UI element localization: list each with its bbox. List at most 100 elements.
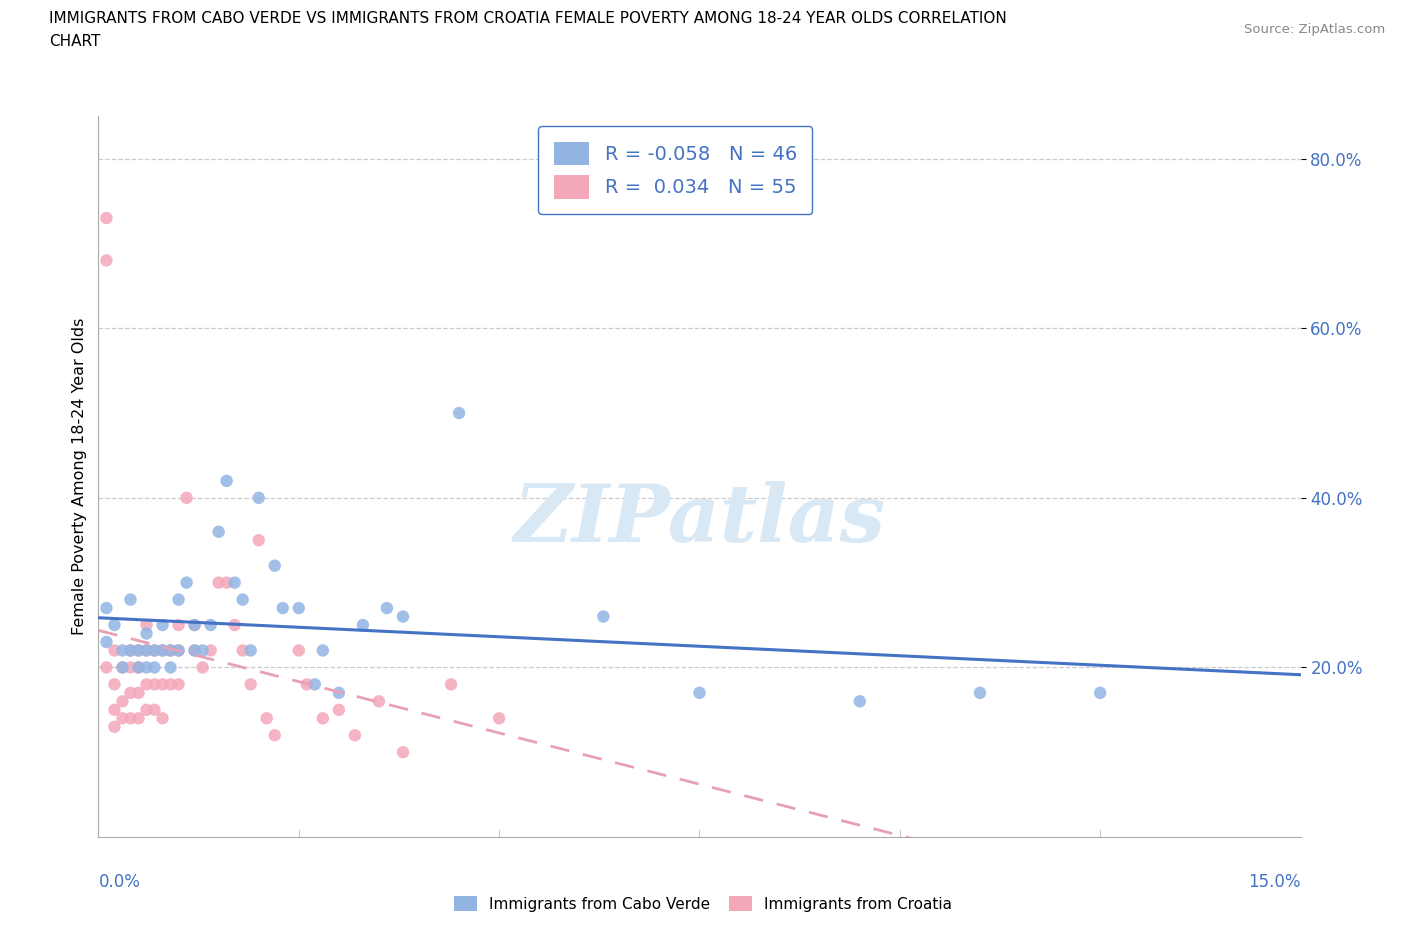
Point: [120, 643, 142, 658]
Point: [440, 677, 463, 692]
Point: [183, 618, 205, 632]
Point: [96, 601, 118, 616]
Point: [128, 660, 150, 675]
Point: [447, 405, 470, 420]
Point: [328, 685, 350, 700]
Point: [200, 643, 222, 658]
Point: [343, 728, 366, 743]
Point: [111, 660, 134, 675]
Text: 15.0%: 15.0%: [1249, 873, 1301, 891]
Legend: R = -0.058   N = 46, R =  0.034   N = 55: R = -0.058 N = 46, R = 0.034 N = 55: [538, 126, 813, 214]
Point: [111, 694, 134, 709]
Point: [143, 643, 166, 658]
Point: [96, 634, 118, 649]
Point: [183, 643, 205, 658]
Point: [328, 702, 350, 717]
Point: [135, 660, 157, 675]
Point: [128, 643, 150, 658]
Point: [1088, 685, 1111, 700]
Point: [111, 711, 134, 725]
Point: [152, 643, 174, 658]
Point: [247, 533, 270, 548]
Text: Source: ZipAtlas.com: Source: ZipAtlas.com: [1244, 23, 1385, 36]
Point: [592, 609, 614, 624]
Point: [167, 643, 190, 658]
Point: [120, 592, 142, 607]
Point: [288, 601, 311, 616]
Point: [135, 643, 157, 658]
Point: [849, 694, 872, 709]
Point: [103, 719, 125, 734]
Point: [239, 677, 262, 692]
Text: CHART: CHART: [49, 34, 101, 49]
Point: [120, 643, 142, 658]
Point: [167, 643, 190, 658]
Point: [135, 677, 157, 692]
Point: [208, 525, 231, 539]
Text: ZIPatlas: ZIPatlas: [513, 481, 886, 559]
Point: [312, 643, 335, 658]
Point: [135, 618, 157, 632]
Point: [239, 643, 262, 658]
Point: [159, 643, 181, 658]
Point: [312, 711, 335, 725]
Y-axis label: Female Poverty Among 18-24 Year Olds: Female Poverty Among 18-24 Year Olds: [72, 318, 87, 635]
Point: [176, 575, 198, 590]
Point: [191, 660, 214, 675]
Point: [143, 702, 166, 717]
Point: [215, 575, 238, 590]
Point: [167, 677, 190, 692]
Point: [103, 702, 125, 717]
Point: [159, 660, 181, 675]
Point: [120, 685, 142, 700]
Point: [183, 618, 205, 632]
Point: [143, 677, 166, 692]
Point: [103, 643, 125, 658]
Point: [96, 660, 118, 675]
Point: [103, 618, 125, 632]
Point: [103, 677, 125, 692]
Point: [128, 660, 150, 675]
Point: [352, 618, 374, 632]
Point: [96, 210, 118, 225]
Point: [152, 677, 174, 692]
Point: [392, 745, 415, 760]
Point: [152, 711, 174, 725]
Point: [183, 643, 205, 658]
Point: [375, 601, 398, 616]
Point: [143, 660, 166, 675]
Point: [969, 685, 991, 700]
Legend: Immigrants from Cabo Verde, Immigrants from Croatia: Immigrants from Cabo Verde, Immigrants f…: [449, 889, 957, 918]
Point: [135, 702, 157, 717]
Point: [120, 711, 142, 725]
Point: [96, 253, 118, 268]
Point: [111, 660, 134, 675]
Text: 0.0%: 0.0%: [98, 873, 141, 891]
Point: [200, 618, 222, 632]
Point: [159, 677, 181, 692]
Point: [368, 694, 391, 709]
Point: [295, 677, 318, 692]
Point: [304, 677, 326, 692]
Point: [152, 643, 174, 658]
Point: [143, 643, 166, 658]
Point: [232, 592, 254, 607]
Point: [191, 643, 214, 658]
Point: [232, 643, 254, 658]
Point: [167, 618, 190, 632]
Point: [288, 643, 311, 658]
Point: [488, 711, 510, 725]
Point: [135, 643, 157, 658]
Point: [224, 575, 246, 590]
Point: [159, 643, 181, 658]
Point: [128, 643, 150, 658]
Point: [135, 626, 157, 641]
Point: [392, 609, 415, 624]
Point: [256, 711, 278, 725]
Point: [263, 558, 285, 573]
Text: IMMIGRANTS FROM CABO VERDE VS IMMIGRANTS FROM CROATIA FEMALE POVERTY AMONG 18-24: IMMIGRANTS FROM CABO VERDE VS IMMIGRANTS…: [49, 11, 1007, 26]
Point: [128, 711, 150, 725]
Point: [263, 728, 285, 743]
Point: [208, 575, 231, 590]
Point: [688, 685, 710, 700]
